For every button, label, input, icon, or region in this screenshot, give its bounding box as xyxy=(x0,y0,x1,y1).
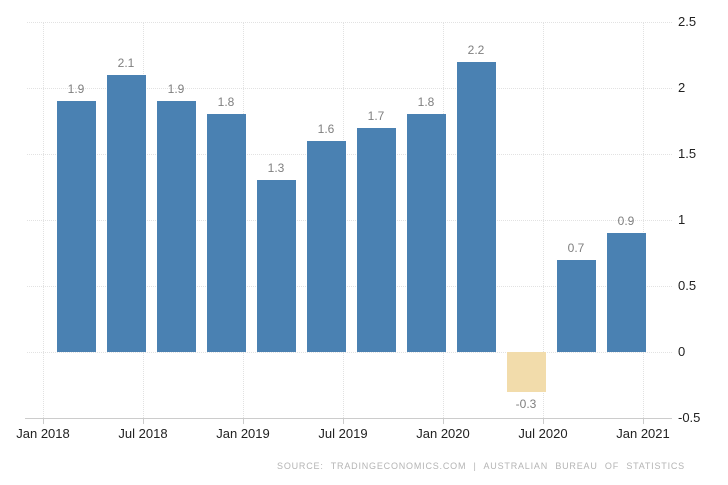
y-axis-label: 0 xyxy=(678,344,686,359)
y-axis-label: 1 xyxy=(678,212,686,227)
bar[interactable] xyxy=(456,61,496,352)
bar-value-label: 0.9 xyxy=(617,214,635,229)
bar[interactable] xyxy=(306,140,346,352)
gridline-vertical xyxy=(43,22,44,418)
x-axis-tick xyxy=(143,419,144,424)
x-axis-label: Jul 2020 xyxy=(518,426,568,441)
x-axis-label: Jan 2020 xyxy=(416,426,470,441)
y-axis-label: 2.5 xyxy=(678,14,697,29)
bar-value-label: 1.9 xyxy=(67,82,85,97)
bar[interactable] xyxy=(256,180,296,352)
gridline-horizontal xyxy=(27,286,672,287)
gridline-vertical xyxy=(643,22,644,418)
bar-value-label: 1.7 xyxy=(367,108,385,123)
bar-value-label: 1.9 xyxy=(167,82,185,97)
gridline-vertical xyxy=(543,22,544,418)
y-axis-label: -0.5 xyxy=(678,410,701,425)
bar[interactable] xyxy=(606,233,646,352)
y-axis-label: 0.5 xyxy=(678,278,697,293)
bar-value-label: -0.3 xyxy=(515,396,537,411)
bar[interactable] xyxy=(556,259,596,352)
gridline-horizontal xyxy=(27,22,672,23)
bar-value-label: 1.3 xyxy=(267,161,285,176)
x-axis-tick xyxy=(643,419,644,424)
y-axis-label: 2 xyxy=(678,80,686,95)
x-axis-label: Jan 2018 xyxy=(16,426,70,441)
bar[interactable] xyxy=(106,74,146,352)
x-axis-label: Jul 2018 xyxy=(118,426,168,441)
bar-value-label: 2.1 xyxy=(117,55,135,70)
bar[interactable] xyxy=(406,114,446,352)
x-axis-tick xyxy=(43,419,44,424)
x-axis-tick xyxy=(343,419,344,424)
gridline-horizontal xyxy=(27,88,672,89)
bar-value-label: 2.2 xyxy=(467,42,485,57)
bar[interactable] xyxy=(356,127,396,352)
x-axis-line xyxy=(25,418,672,419)
gridline-horizontal xyxy=(27,154,672,155)
plot-area: 1.9 2.1 1.9 1.8 1.3 1.6 1.7 1.8 2.2 -0.3 0.7 0.9 xyxy=(27,22,672,418)
x-axis-tick xyxy=(543,419,544,424)
bar[interactable] xyxy=(156,101,196,352)
gridline-horizontal xyxy=(27,352,672,353)
x-axis-label: Jan 2021 xyxy=(616,426,670,441)
y-axis-label: 1.5 xyxy=(678,146,697,161)
bar[interactable] xyxy=(56,101,96,352)
bar-value-label: 1.6 xyxy=(317,121,335,136)
x-axis-tick xyxy=(243,419,244,424)
x-axis-label: Jul 2019 xyxy=(318,426,368,441)
bar[interactable] xyxy=(206,114,246,352)
source-attribution: SOURCE: TRADINGECONOMICS.COM | AUSTRALIA… xyxy=(277,461,685,471)
bar-value-label: 0.7 xyxy=(567,240,585,255)
x-axis-label: Jan 2019 xyxy=(216,426,270,441)
gridline-horizontal xyxy=(27,220,672,221)
x-axis-tick xyxy=(443,419,444,424)
bar[interactable] xyxy=(506,352,546,392)
bar-value-label: 1.8 xyxy=(417,95,435,110)
bar-value-label: 1.8 xyxy=(217,95,235,110)
